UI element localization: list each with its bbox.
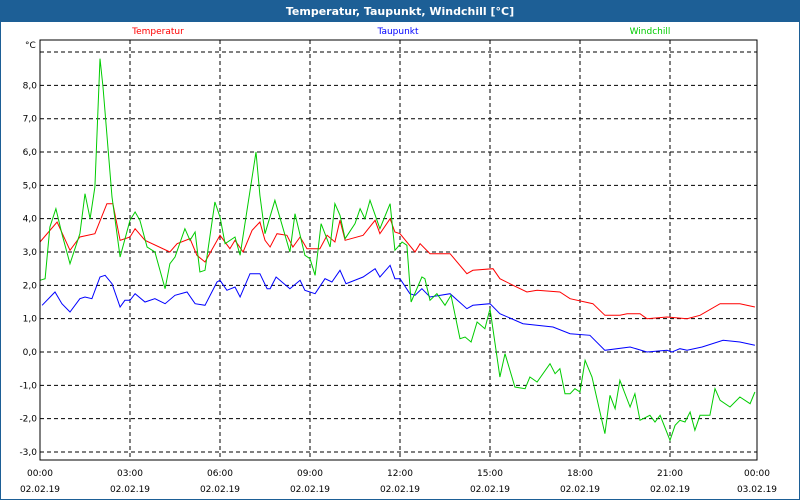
- y-tick-labels: 8,0 7,0 6,0 5,0 4,0 3,0 2,0 1,0 0,0 -1,0 -2,0 -3,0: [19, 81, 37, 458]
- y-tick-label: 5,0: [23, 181, 38, 191]
- x-tick-time: 00:00: [27, 469, 53, 479]
- y-tick-label: 4,0: [23, 215, 38, 225]
- x-tick-date: 02.02.19: [200, 485, 240, 495]
- plot-frame: [39, 39, 758, 461]
- y-axis-label: °C: [25, 41, 36, 51]
- window-title: Temperatur, Taupunkt, Windchill [°C]: [1, 1, 799, 22]
- x-tick-time: 00:00: [744, 469, 770, 479]
- y-tick-label: 1,0: [23, 315, 38, 325]
- x-tick-labels: 00:00 02.02.19 03:00 02.02.19 06:00 02.02.19 0…: [20, 469, 777, 495]
- x-tick-time: 12:00: [387, 469, 413, 479]
- x-tick-date: 02.02.19: [560, 485, 600, 495]
- y-tick-label: -2,0: [19, 415, 37, 425]
- x-tick-date: 02.02.19: [650, 485, 690, 495]
- y-tick-label: 0,0: [23, 348, 38, 358]
- x-tick-date: 02.02.19: [20, 485, 60, 495]
- legend-taupunkt: Taupunkt: [376, 27, 419, 37]
- series-lines: [39, 58, 756, 442]
- x-tick-time: 21:00: [657, 469, 683, 479]
- series-line-windchill: [39, 58, 756, 442]
- y-tick-label: 7,0: [23, 115, 38, 125]
- x-tick-time: 03:00: [117, 469, 143, 479]
- y-tick-label: 3,0: [23, 248, 38, 258]
- x-tick-time: 09:00: [297, 469, 323, 479]
- x-tick-date: 02.02.19: [290, 485, 330, 495]
- x-tick-date: 03.02.19: [737, 485, 777, 495]
- legend-temperatur: Temperatur: [131, 27, 184, 37]
- y-tick-label: 8,0: [23, 81, 38, 91]
- x-tick-time: 15:00: [477, 469, 503, 479]
- series-line-taupunkt: [41, 264, 756, 353]
- series-line-temperatur: [39, 203, 756, 320]
- x-tick-date: 02.02.19: [380, 485, 420, 495]
- x-tick-date: 02.02.19: [110, 485, 150, 495]
- x-tick-time: 18:00: [567, 469, 593, 479]
- x-tick-date: 02.02.19: [470, 485, 510, 495]
- grid: [40, 40, 757, 460]
- y-tick-label: -1,0: [19, 381, 37, 391]
- y-tick-label: 2,0: [23, 281, 38, 291]
- x-tick-time: 06:00: [207, 469, 233, 479]
- legend-windchill: Windchill: [630, 27, 671, 37]
- y-tick-label: -3,0: [19, 448, 37, 458]
- legend: Temperatur Taupunkt Windchill: [131, 27, 670, 37]
- y-tick-label: 6,0: [23, 148, 38, 158]
